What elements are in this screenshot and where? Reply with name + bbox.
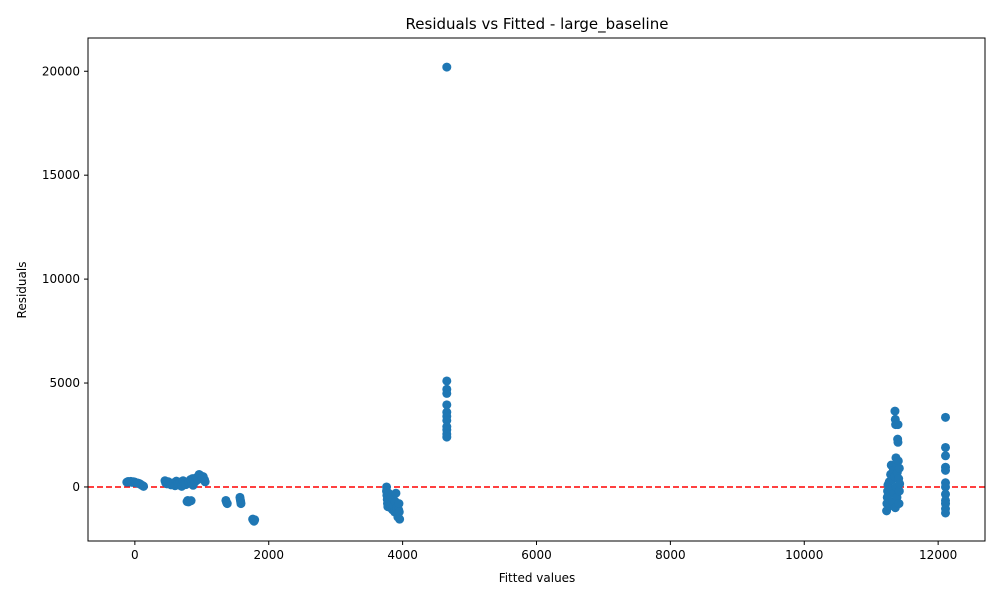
x-tick-label: 10000 (785, 548, 823, 562)
y-tick-label: 10000 (42, 272, 80, 286)
plot-frame (87, 37, 986, 542)
data-point (394, 499, 404, 509)
x-tick-label: 2000 (253, 548, 284, 562)
y-axis: 0 5000 10000 15000 20000 (42, 64, 88, 494)
data-point (442, 388, 452, 398)
data-point (941, 489, 951, 499)
data-point (893, 456, 903, 466)
data-point (442, 432, 452, 442)
x-tick-label: 0 (131, 548, 139, 562)
data-point (200, 477, 210, 487)
chart-title: Residuals vs Fitted - large_baseline (406, 15, 669, 34)
data-point (250, 515, 260, 525)
plot-area (88, 62, 985, 526)
data-point (442, 400, 452, 410)
y-tick-label: 0 (72, 480, 80, 494)
data-point (442, 415, 452, 425)
data-point (893, 437, 903, 447)
y-tick-label: 20000 (42, 64, 80, 78)
data-point (236, 499, 246, 509)
data-point (941, 442, 951, 452)
x-axis-title: Fitted values (499, 571, 576, 585)
data-point (391, 488, 401, 498)
data-point (139, 481, 149, 491)
y-tick-label: 15000 (42, 168, 80, 182)
data-point (442, 62, 452, 72)
data-point (895, 479, 905, 489)
data-point (894, 499, 904, 509)
data-point (941, 451, 951, 461)
data-point (941, 465, 951, 475)
data-point (186, 496, 196, 506)
x-tick-label: 8000 (655, 548, 686, 562)
x-tick-label: 4000 (387, 548, 418, 562)
y-tick-label: 5000 (49, 376, 80, 390)
data-point (941, 482, 951, 492)
data-point (941, 508, 951, 518)
x-tick-label: 6000 (521, 548, 552, 562)
data-point (893, 420, 903, 430)
y-axis-title: Residuals (15, 262, 29, 319)
data-point (941, 412, 951, 422)
data-point (890, 406, 900, 416)
data-point (395, 514, 405, 524)
data-point (442, 376, 452, 386)
x-tick-label: 12000 (919, 548, 957, 562)
data-point (894, 486, 904, 496)
data-point (394, 507, 404, 517)
x-axis: 0 2000 4000 6000 8000 10000 12000 (131, 541, 957, 562)
data-point (222, 499, 232, 509)
data-point (894, 463, 904, 473)
